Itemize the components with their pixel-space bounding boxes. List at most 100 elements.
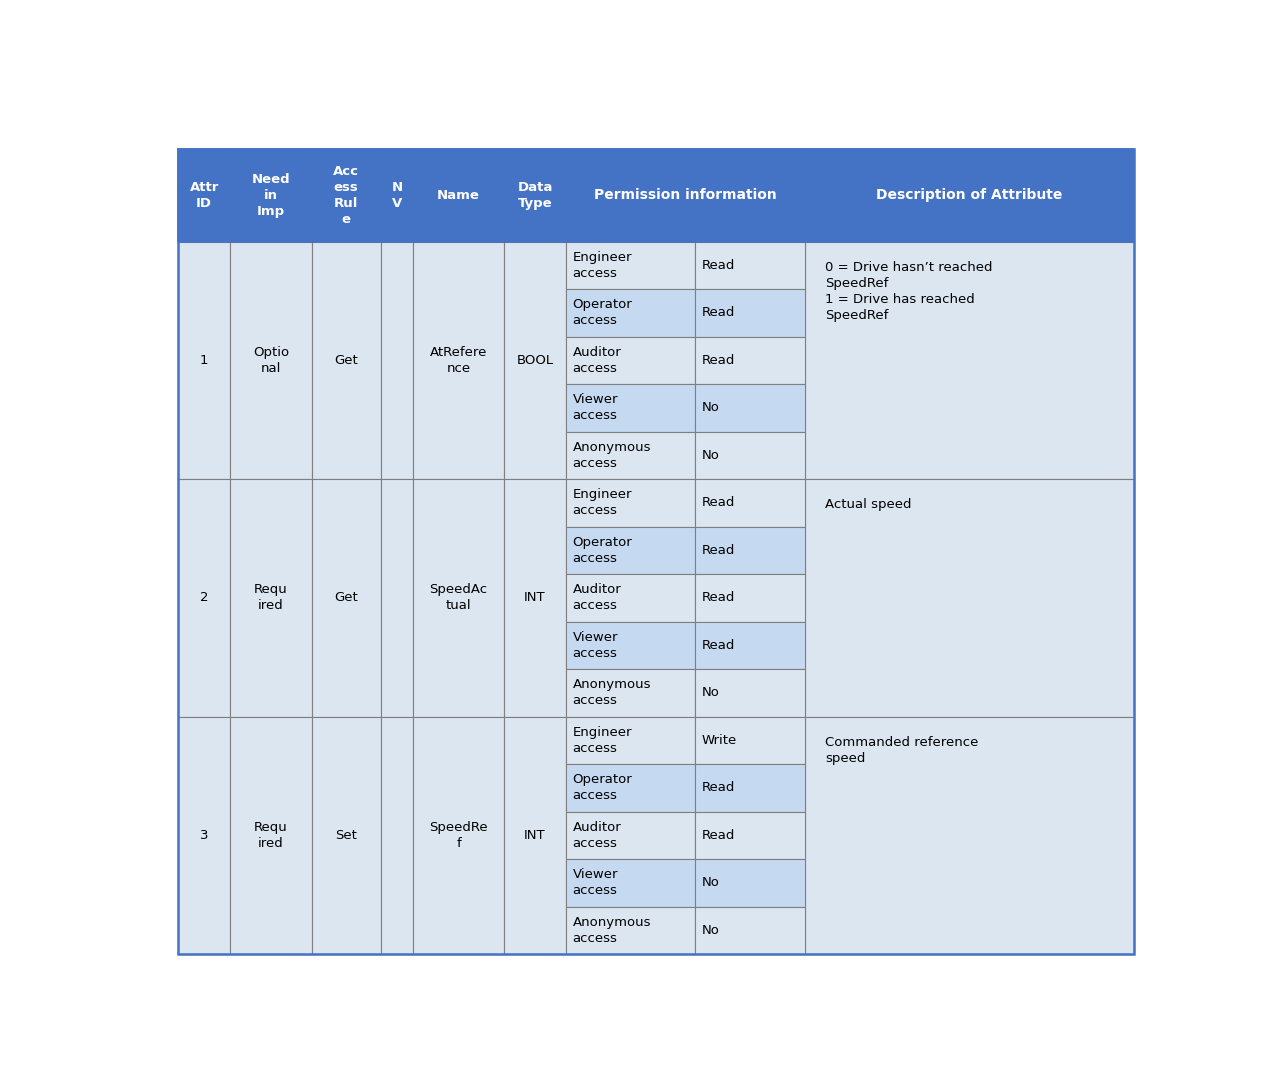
Text: 0 = Drive hasn’t reached
SpeedRef
1 = Drive has reached
SpeedRef: 0 = Drive hasn’t reached SpeedRef 1 = Dr…: [824, 260, 992, 321]
Bar: [230, 479, 312, 717]
Text: 1: 1: [200, 354, 209, 367]
Text: Engineer
access: Engineer access: [572, 250, 632, 280]
Text: Optio
nal: Optio nal: [253, 346, 289, 375]
Text: N
V: N V: [392, 181, 402, 210]
Bar: [566, 622, 695, 669]
Text: Operator
access: Operator access: [572, 536, 632, 565]
Bar: [805, 479, 1134, 717]
Bar: [380, 242, 413, 479]
Text: Anonymous
access: Anonymous access: [572, 916, 652, 945]
Text: Set: Set: [335, 829, 357, 842]
Text: Read: Read: [701, 782, 735, 794]
Bar: [566, 859, 695, 907]
Text: Read: Read: [701, 591, 735, 604]
Bar: [695, 479, 805, 527]
Bar: [380, 149, 413, 242]
Bar: [695, 622, 805, 669]
Bar: [566, 479, 695, 527]
Text: SpeedAc
tual: SpeedAc tual: [430, 584, 488, 612]
Text: Read: Read: [701, 306, 735, 319]
Text: Engineer
access: Engineer access: [572, 726, 632, 755]
Text: Read: Read: [701, 829, 735, 842]
Bar: [566, 907, 695, 954]
Text: No: No: [701, 449, 719, 462]
Bar: [178, 479, 230, 717]
Bar: [695, 384, 805, 431]
Bar: [695, 337, 805, 384]
Text: Need
in
Imp: Need in Imp: [252, 173, 291, 218]
Bar: [230, 149, 312, 242]
Text: AtRefere
nce: AtRefere nce: [430, 346, 488, 375]
Text: Read: Read: [701, 354, 735, 367]
Text: Read: Read: [701, 639, 735, 652]
Bar: [230, 242, 312, 479]
Bar: [566, 811, 695, 859]
Bar: [695, 574, 805, 622]
Bar: [695, 717, 805, 764]
Text: Name: Name: [436, 188, 480, 201]
Text: Viewer
access: Viewer access: [572, 631, 618, 660]
Bar: [695, 242, 805, 290]
Bar: [695, 431, 805, 479]
Bar: [504, 242, 566, 479]
Bar: [312, 242, 380, 479]
Text: Actual speed: Actual speed: [824, 498, 911, 511]
Text: SpeedRe
f: SpeedRe f: [429, 821, 488, 849]
Text: No: No: [701, 686, 719, 699]
Text: Read: Read: [701, 543, 735, 556]
Bar: [805, 717, 1134, 954]
Text: Requ
ired: Requ ired: [255, 584, 288, 612]
Text: INT: INT: [525, 591, 545, 604]
Bar: [566, 337, 695, 384]
Bar: [566, 290, 695, 337]
Text: Permission information: Permission information: [594, 188, 777, 203]
Text: Get: Get: [334, 591, 358, 604]
Text: Engineer
access: Engineer access: [572, 489, 632, 517]
Bar: [566, 527, 695, 574]
Text: Description of Attribute: Description of Attribute: [877, 188, 1062, 203]
Text: Acc
ess
Rul
e: Acc ess Rul e: [333, 164, 360, 225]
Bar: [380, 479, 413, 717]
Text: Attr
ID: Attr ID: [189, 181, 219, 210]
Bar: [695, 811, 805, 859]
Bar: [178, 717, 230, 954]
Bar: [566, 431, 695, 479]
Text: INT: INT: [525, 829, 545, 842]
Bar: [504, 717, 566, 954]
Bar: [413, 479, 504, 717]
Bar: [413, 242, 504, 479]
Bar: [566, 669, 695, 717]
Bar: [312, 149, 380, 242]
Text: 3: 3: [200, 829, 209, 842]
Bar: [695, 859, 805, 907]
Text: Viewer
access: Viewer access: [572, 868, 618, 897]
Bar: [695, 527, 805, 574]
Text: Commanded reference
speed: Commanded reference speed: [824, 736, 978, 764]
Text: BOOL: BOOL: [516, 354, 553, 367]
Text: No: No: [701, 877, 719, 890]
Bar: [380, 717, 413, 954]
Text: Auditor
access: Auditor access: [572, 346, 621, 375]
Text: Get: Get: [334, 354, 358, 367]
Bar: [504, 479, 566, 717]
Bar: [312, 479, 380, 717]
Bar: [413, 149, 504, 242]
Bar: [178, 242, 230, 479]
Bar: [178, 149, 230, 242]
Bar: [413, 717, 504, 954]
Bar: [566, 717, 695, 764]
Text: Auditor
access: Auditor access: [572, 584, 621, 612]
Text: Anonymous
access: Anonymous access: [572, 678, 652, 708]
Text: Operator
access: Operator access: [572, 773, 632, 803]
Text: No: No: [701, 923, 719, 937]
Bar: [504, 149, 566, 242]
Bar: [695, 907, 805, 954]
Text: Anonymous
access: Anonymous access: [572, 441, 652, 470]
Bar: [312, 717, 380, 954]
Text: No: No: [701, 402, 719, 415]
Text: Auditor
access: Auditor access: [572, 821, 621, 849]
Bar: [695, 669, 805, 717]
Text: Write: Write: [701, 734, 737, 747]
Bar: [230, 717, 312, 954]
Text: 2: 2: [200, 591, 209, 604]
